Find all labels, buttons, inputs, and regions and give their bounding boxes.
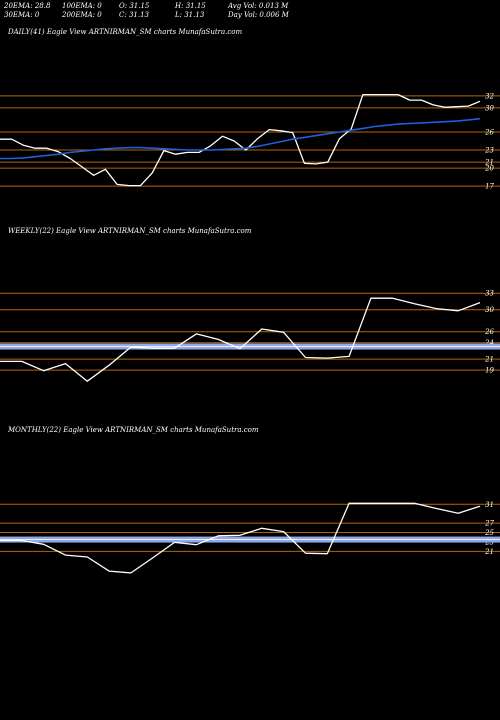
daily-level-label: 21: [484, 159, 494, 167]
header-avg-vol: Avg Vol: 0.013 M: [228, 2, 289, 10]
weekly-level-label: 21: [484, 356, 494, 364]
daily-ema-line: [0, 117, 481, 160]
daily-level-label: 32: [485, 92, 494, 100]
header-close: C: 31.13: [119, 11, 149, 19]
daily-level-label: 20: [484, 165, 494, 173]
daily-level-label: 26: [484, 128, 494, 136]
weekly-price-line: [0, 297, 481, 382]
daily-price-line: [0, 93, 481, 187]
monthly-price-line: [0, 502, 481, 574]
header-100ema: 100EMA: 0: [62, 2, 102, 10]
header-20ema: 20EMA: 28.8: [4, 2, 51, 10]
weekly-level-label: 24: [484, 339, 494, 347]
daily-level-label: 30: [485, 104, 494, 112]
monthly-chart-title: MONTHLY(22) Eagle View ARTNIRMAN_SM char…: [8, 426, 259, 434]
weekly-level-label: 33: [485, 290, 494, 298]
monthly-level-label: 25: [484, 529, 494, 537]
daily-level-label: 23: [484, 147, 494, 155]
monthly-level-label: 31: [485, 501, 494, 509]
header-open: O: 31.15: [119, 2, 150, 10]
weekly-level-label: 30: [485, 306, 494, 314]
header-day-vol: Day Vol: 0.006 M: [228, 11, 289, 19]
weekly-level-label: 19: [485, 367, 494, 375]
weekly-chart-title: WEEKLY(22) Eagle View ARTNIRMAN_SM chart…: [8, 227, 252, 235]
header-high: H: 31.15: [175, 2, 206, 10]
header-30ema: 30EMA: 0: [4, 11, 40, 19]
weekly-level-label: 26: [484, 328, 494, 336]
monthly-level-label: 27: [484, 520, 494, 528]
daily-level-label: 17: [485, 183, 494, 191]
header-low: L: 31.13: [175, 11, 205, 19]
monthly-level-label: 21: [484, 548, 494, 556]
daily-chart-title: DAILY(41) Eagle View ARTNIRMAN_SM charts…: [8, 28, 243, 36]
header-200ema: 200EMA: 0: [62, 11, 102, 19]
